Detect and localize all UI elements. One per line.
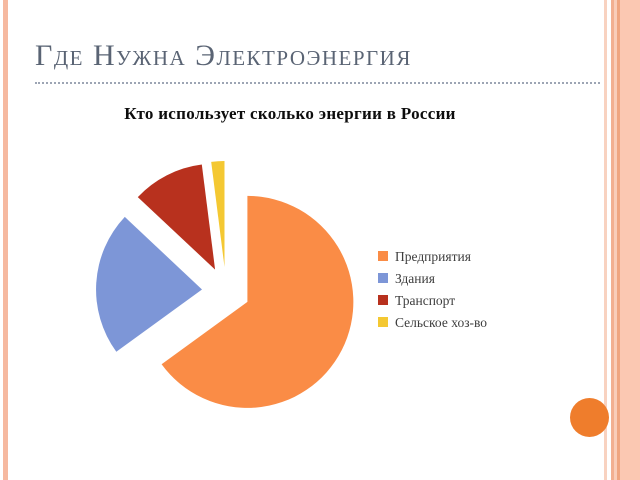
right-band-stripe-1: [604, 0, 607, 480]
legend-swatch: [378, 273, 388, 283]
pie-slice-1: [161, 195, 354, 408]
legend-label: Транспорт: [395, 293, 456, 308]
chart-title: Кто использует сколько энергии в России: [124, 104, 456, 123]
right-band-stripe-2: [611, 0, 614, 480]
legend-swatch: [378, 317, 388, 327]
legend-item: Здания: [378, 270, 487, 292]
chart-legend: Предприятия Здания Транспорт Сельское хоз-в…: [378, 248, 487, 336]
legend-label: Предприятия: [395, 249, 471, 264]
legend-item: Предприятия: [378, 248, 487, 270]
slide-title: Где Нужна Электроэнергия: [35, 39, 412, 72]
right-band-stripe-5: [620, 0, 640, 480]
legend-label: Здания: [395, 271, 435, 286]
title-dotted-rule: [35, 82, 600, 84]
legend-item: Сельское хоз-во: [378, 314, 487, 336]
pie-slice-2: [96, 216, 202, 352]
left-accent-stripe: [3, 0, 8, 480]
legend-swatch: [378, 251, 388, 261]
pie-slice-4: [211, 161, 225, 267]
legend-swatch: [378, 295, 388, 305]
decorative-circle: [570, 398, 609, 437]
pie-slice-3: [137, 164, 216, 270]
legend-label: Сельское хоз-во: [395, 315, 488, 330]
legend-item: Транспорт: [378, 292, 487, 314]
right-band-stripe-4: [617, 0, 620, 480]
right-band-stripe-3: [614, 0, 617, 480]
